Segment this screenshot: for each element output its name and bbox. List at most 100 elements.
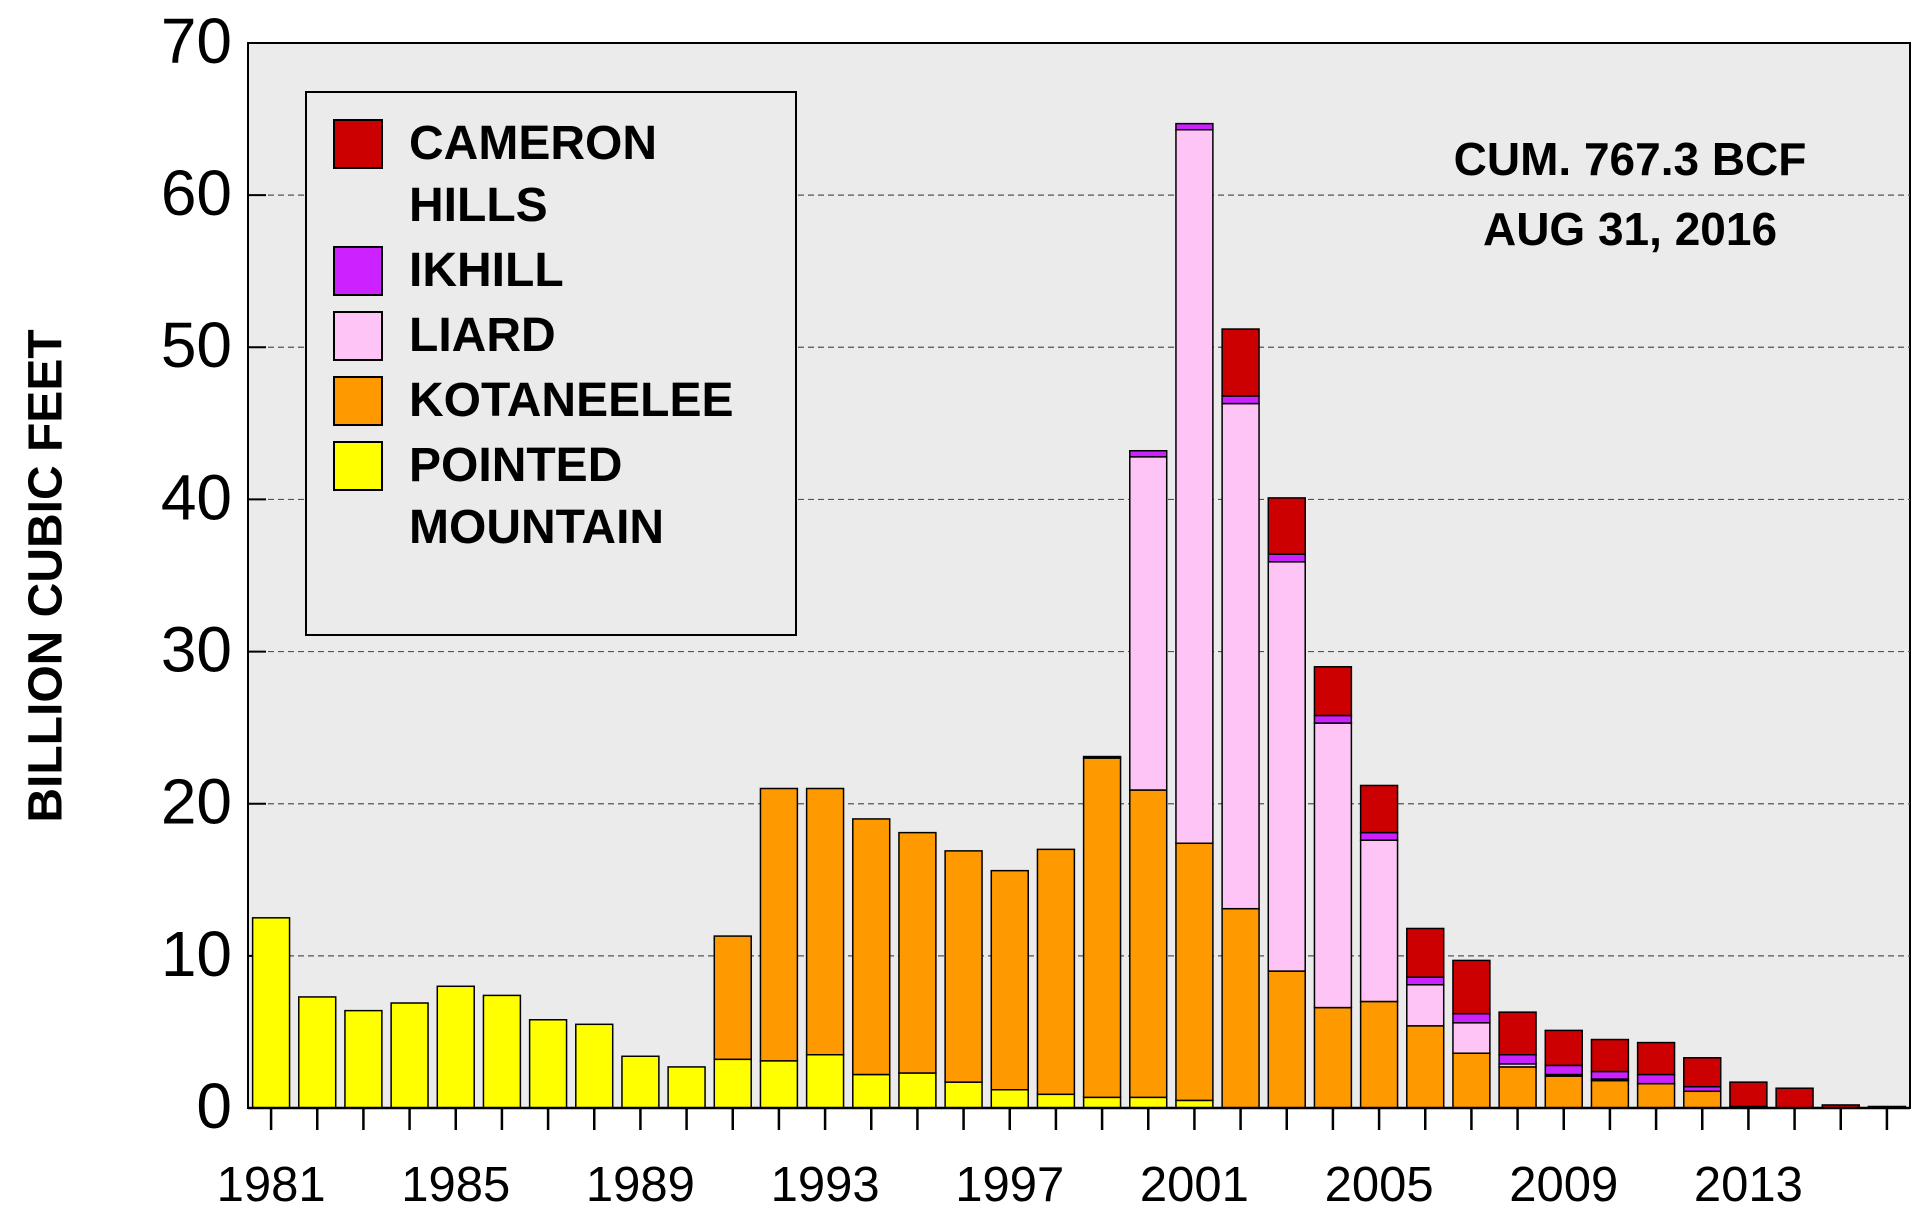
bar-segment <box>1221 395 1260 405</box>
bar-segment <box>898 1072 937 1109</box>
y-axis-label: BILLION CUBIC FEET <box>20 329 73 822</box>
bar-segment <box>667 1066 706 1109</box>
legend-label: POINTED MOUNTAIN <box>409 439 665 554</box>
y-tick-label: 20 <box>161 766 232 838</box>
bar-segment <box>1636 1073 1676 1085</box>
bar-segment <box>713 935 752 1061</box>
bar-segment <box>251 917 291 1109</box>
bar-segment <box>1359 784 1399 834</box>
x-tick-label: 1993 <box>771 1158 880 1212</box>
bar-segment <box>1590 1070 1630 1080</box>
bar-segment <box>1452 1012 1491 1024</box>
bar-segment <box>1636 1082 1676 1109</box>
bar-segment <box>298 996 337 1109</box>
bar-segment <box>1406 1025 1445 1109</box>
bar-segment <box>1544 1064 1583 1076</box>
bar-segment <box>1129 1096 1168 1109</box>
bar-segment <box>1498 1054 1537 1065</box>
bar-segment <box>990 1088 1029 1109</box>
bar-segment <box>1683 1057 1722 1088</box>
bar-segment <box>944 1081 983 1109</box>
bar-segment <box>1313 666 1353 717</box>
legend-swatch <box>333 376 383 426</box>
bar-segment <box>621 1055 660 1109</box>
bar-segment <box>528 1019 568 1109</box>
bar-segment <box>805 1054 845 1109</box>
legend-swatch <box>333 441 383 491</box>
bar-segment <box>1313 1006 1353 1109</box>
legend-entry: IKHILL <box>333 244 795 302</box>
bar-segment <box>1775 1087 1814 1109</box>
x-tick-label: 2009 <box>1509 1158 1618 1212</box>
bar-segment <box>1452 1022 1491 1054</box>
bar-segment <box>990 869 1029 1091</box>
legend-label: KOTANEELEE <box>409 374 734 427</box>
bar-segment <box>1129 449 1168 458</box>
y-tick-label: 60 <box>161 157 232 229</box>
bar-segment <box>390 1002 429 1109</box>
legend-swatch <box>333 311 383 361</box>
bar-segment <box>713 1058 752 1109</box>
bar-segment <box>852 818 891 1076</box>
legend: CAMERON HILLS IKHILL LIARD KOTANEELEE POINTE… <box>305 91 797 636</box>
bar-segment <box>1036 1093 1076 1109</box>
bar-segment <box>1729 1081 1768 1108</box>
bar-segment <box>1221 328 1260 397</box>
bar-segment <box>1082 755 1122 759</box>
bar-segment <box>805 787 845 1056</box>
bar-segment <box>1129 789 1168 1099</box>
x-tick-label: 2013 <box>1694 1158 1803 1212</box>
y-tick-label: 10 <box>161 918 232 990</box>
bar-segment <box>1313 714 1353 724</box>
bar-segment <box>1175 842 1214 1102</box>
bar-segment <box>1498 1011 1537 1056</box>
bar-segment <box>1406 927 1445 978</box>
bar-segment <box>1406 984 1445 1027</box>
bar-segment <box>1221 402 1260 910</box>
bar-segment <box>1359 1000 1399 1109</box>
bar-segment <box>1452 959 1491 1015</box>
bar-segment <box>1036 848 1076 1096</box>
bar-segment <box>482 994 522 1109</box>
y-tick-label: 30 <box>161 613 232 685</box>
x-tick-label: 1985 <box>401 1158 510 1212</box>
bar-segment <box>1590 1079 1630 1109</box>
legend-label: CAMERON HILLS <box>409 117 657 232</box>
legend-swatch <box>333 119 383 169</box>
x-tick-label: 2005 <box>1325 1158 1434 1212</box>
legend-label: LIARD <box>409 309 556 362</box>
y-tick-label: 0 <box>196 1070 232 1142</box>
legend-entry: LIARD <box>333 309 795 367</box>
bar-segment <box>1267 497 1306 555</box>
bar-segment <box>1683 1090 1722 1109</box>
bar-segment <box>344 1009 383 1109</box>
legend-label: IKHILL <box>409 244 564 297</box>
x-tick-label: 1981 <box>217 1158 326 1212</box>
bar-segment <box>1636 1041 1676 1076</box>
bar-segment <box>1129 456 1168 791</box>
legend-entry: CAMERON HILLS <box>333 117 795 237</box>
bar-segment <box>1267 970 1306 1109</box>
y-tick-label: 40 <box>161 461 232 533</box>
x-tick-label: 1997 <box>955 1158 1064 1212</box>
bar-segment <box>1590 1038 1630 1073</box>
bar-segment <box>436 985 475 1109</box>
annotation: AUG 31, 2016 <box>1483 203 1777 255</box>
bar-segment <box>1175 122 1214 131</box>
bar-segment <box>1359 831 1399 841</box>
bar-segment <box>759 1060 799 1109</box>
bar-segment <box>1359 839 1399 1003</box>
y-tick-label: 50 <box>161 309 232 381</box>
bar-segment <box>898 831 937 1074</box>
bar-segment <box>759 787 799 1062</box>
bar-segment <box>1082 757 1122 1099</box>
legend-swatch <box>333 246 383 296</box>
bar-segment <box>1267 561 1306 972</box>
bar-segment <box>1498 1066 1537 1109</box>
bar-segment <box>1267 553 1306 563</box>
legend-entry: POINTED MOUNTAIN <box>333 439 795 559</box>
bar-segment <box>944 850 983 1083</box>
x-tick-label: 2001 <box>1140 1158 1249 1212</box>
